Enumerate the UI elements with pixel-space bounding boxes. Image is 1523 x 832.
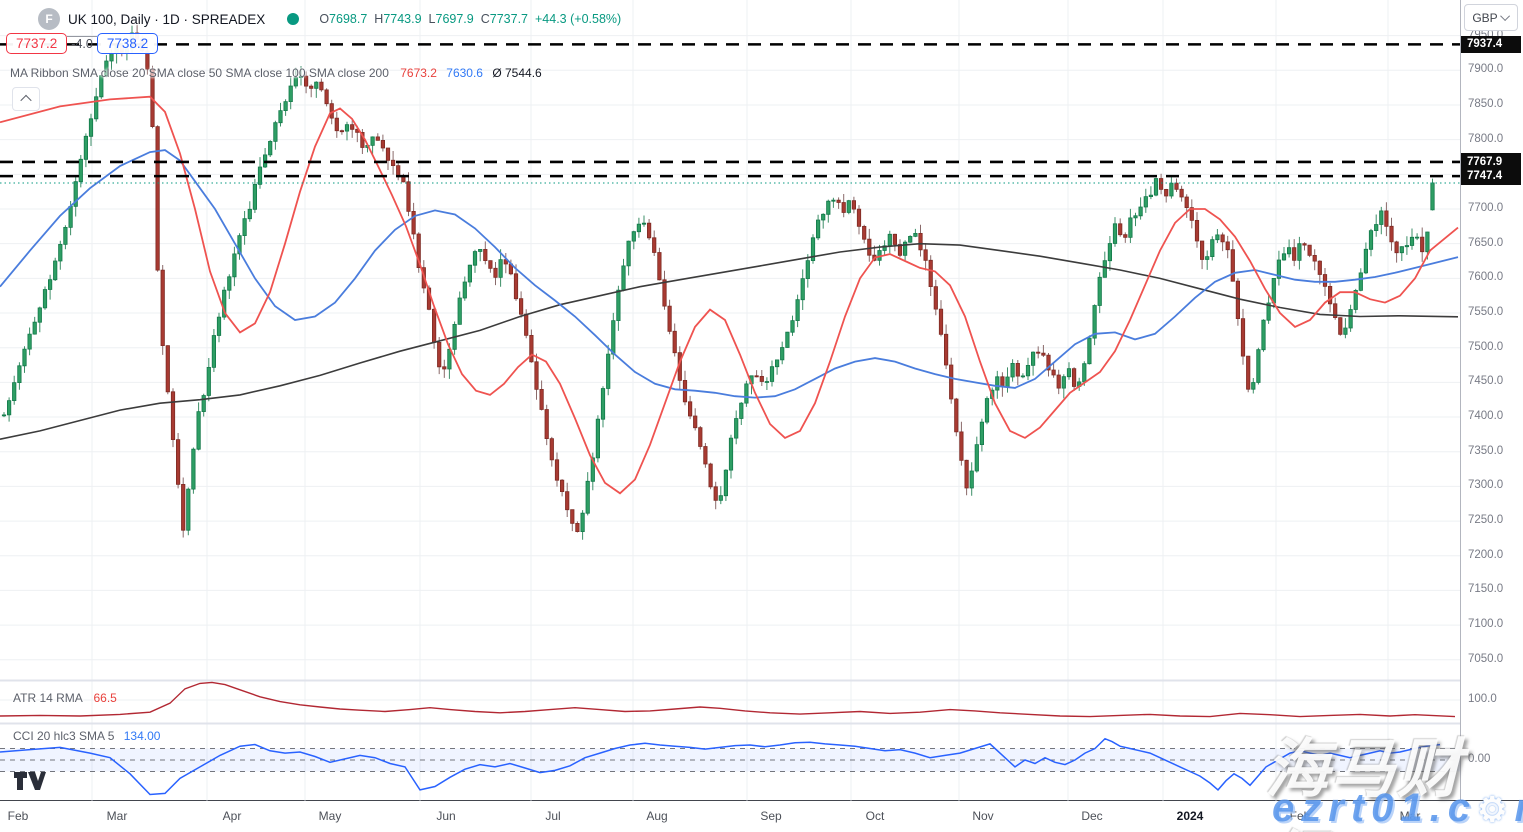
price-tick-label: 7800.0 [1468,132,1504,145]
price-tick-label: 7550.0 [1468,306,1504,319]
price-tick-label: 7850.0 [1468,97,1504,110]
spread-value: -4.0 [67,36,97,51]
chevron-down-icon [1499,11,1510,22]
ma-ribbon-label: MA Ribbon SMA close 20 SMA close 50 SMA … [10,66,389,80]
time-tick-label: Dec [1081,809,1103,823]
cci-band [0,748,1460,772]
time-tick-label: May [318,809,342,823]
close-value: 7737.7 [489,12,528,26]
sma50-value: 7630.6 [446,66,483,80]
sma20-line [0,95,1459,495]
time-tick-label: Nov [972,809,994,823]
open-value: 7698.7 [329,12,368,26]
symbol-title[interactable]: UK 100, Daily · 1D · SPREADEX [68,11,266,27]
cci-label: CCI 20 hlc3 SMA 5 [13,729,115,743]
sell-button[interactable]: 7737.2 [6,33,68,54]
ohlc-values: O7698.7 H7743.9 L7697.9 C7737.7 +44.3 (+… [319,12,621,26]
time-tick-label: Aug [646,809,668,823]
price-tick-label: 7300.0 [1468,479,1504,492]
time-tick-label: Feb [1289,809,1311,823]
watermark-cjk-text: 海马财经 [1265,733,1463,832]
price-tick-label: 7450.0 [1468,375,1504,388]
price-tick-label: 7650.0 [1468,236,1504,249]
atr-line [0,681,1456,718]
price-tick-label: 7700.0 [1468,202,1504,214]
collapse-pane-button[interactable] [12,87,40,111]
sma200-line [0,242,1459,440]
price-tick-label: 7200.0 [1468,548,1504,561]
atr-label: ATR 14 RMA [13,691,83,705]
price-axis[interactable]: 7950.0 7900.0 7850.0 7800.0 7700.0 7650.0 7600… [1461,0,1523,800]
high-value: 7743.9 [383,12,422,26]
tradingview-logo-icon[interactable] [13,770,47,792]
price-level-tag[interactable]: 7767.9 [1461,153,1521,171]
symbol-logo-icon[interactable]: F [38,8,60,30]
time-axis[interactable]: Feb Mar Apr May Jun Jul Aug Sep Oct Nov Dec 2024 Feb… [0,801,1523,832]
price-tick-label: 7400.0 [1468,410,1504,423]
cci-value: 134.00 [123,729,161,743]
gear-icon: ⚙ [1476,791,1515,829]
atr-value: 66.5 [93,691,117,705]
price-tick-label: 7050.0 [1468,652,1504,665]
low-key: L [428,12,436,26]
price-tick-label: 7150.0 [1468,583,1504,596]
sma20-value: 7673.2 [400,66,437,80]
time-tick-label: Jun [436,809,456,823]
avg-value: 7544.6 [505,66,542,80]
currency-selector[interactable]: GBP [1464,4,1518,31]
price-tick-label: 7100.0 [1468,618,1504,631]
cci-line [0,737,1441,796]
candles [1,24,1435,540]
time-tick-label: Feb [7,809,29,823]
currency-label: GBP [1472,10,1498,25]
high-key: H [374,12,384,26]
time-tick-label: Apr [222,809,242,823]
time-tick-label: Oct [865,809,885,823]
cci-legend[interactable]: CCI 20 hlc3 SMA 5 134.00 [13,729,160,743]
time-tick-label: Mar [1399,809,1421,823]
watermark-domain-suffix: n [1514,786,1523,830]
price-tick-label: 7350.0 [1468,444,1504,457]
price-tick-label: 7900.0 [1468,63,1504,76]
market-status-icon[interactable] [287,13,300,25]
horizontal-level-lines[interactable] [0,43,1460,178]
change-value: +44.3 (+0.58%) [535,12,622,26]
watermark-domain-text: ezrt01.c⚙n [1272,786,1523,831]
watermark-domain-prefix: ezrt01.c [1272,786,1477,830]
time-tick-label: Jul [545,809,561,823]
price-level-tag[interactable]: 7747.4 [1461,167,1521,185]
sma50-line [0,149,1459,399]
symbol-header: F UK 100, Daily · 1D · SPREADEX O7698.7 … [38,8,621,30]
low-value: 7697.9 [435,12,474,26]
price-tick-label: 7500.0 [1468,340,1504,353]
atr-legend[interactable]: ATR 14 RMA 66.5 [13,691,117,705]
time-tick-label: Sep [760,809,782,823]
price-tick-label: 7600.0 [1468,271,1504,284]
close-key: C [480,12,490,26]
ma-lines [0,95,1459,495]
avg-symbol: Ø [492,66,502,80]
cci-tick-label: 0.00 [1468,753,1491,765]
price-level-tag[interactable]: 7937.4 [1461,35,1521,53]
buy-button[interactable]: 7738.2 [96,33,159,54]
trade-panel: 7737.2 -4.0 7738.2 [6,33,159,54]
open-key: O [319,12,330,26]
chevron-up-icon [20,94,32,107]
price-tick-label: 7250.0 [1468,514,1504,527]
atr-tick-label: 100.0 [1468,693,1497,705]
ma-ribbon-legend[interactable]: MA Ribbon SMA close 20 SMA close 50 SMA … [10,66,542,80]
time-tick-label: Mar [106,809,128,823]
time-tick-label: 2024 [1176,809,1204,823]
